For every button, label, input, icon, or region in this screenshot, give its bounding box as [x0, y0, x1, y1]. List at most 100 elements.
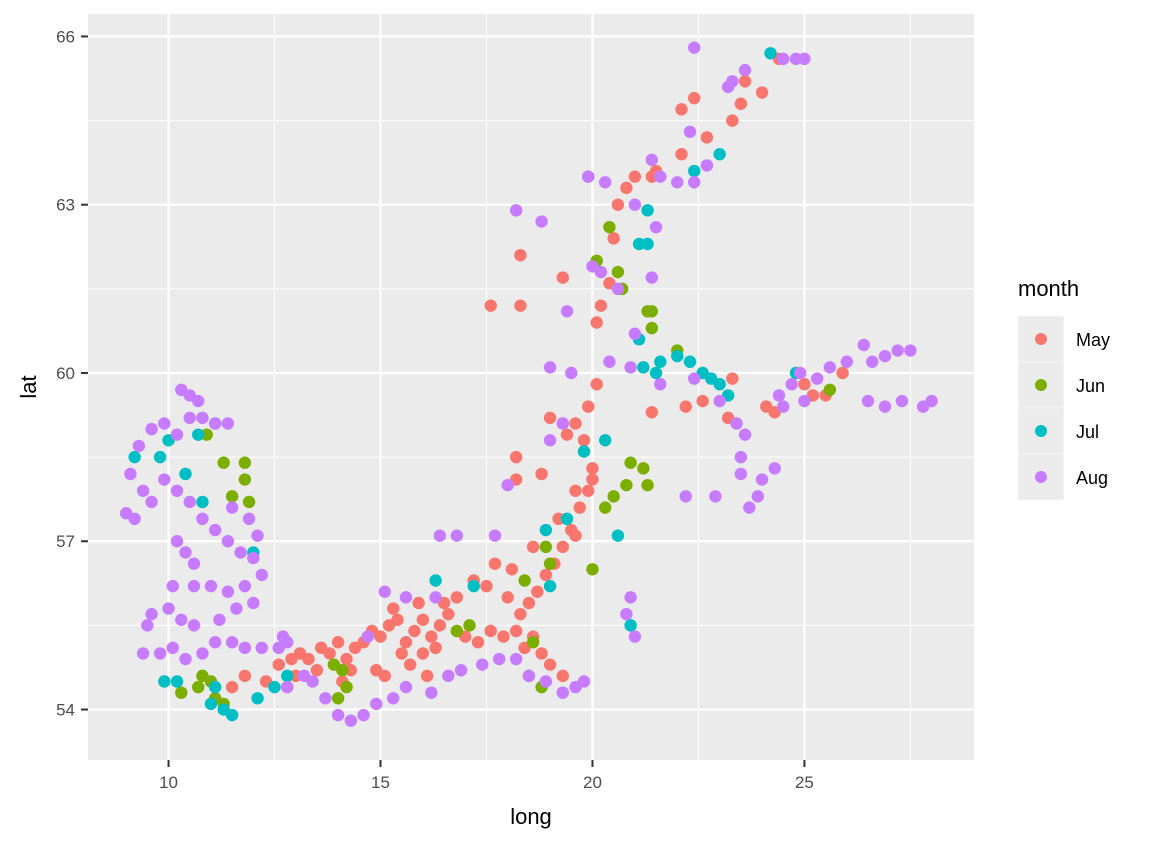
data-point	[416, 647, 430, 660]
data-point	[569, 484, 582, 497]
y-axis-title: lat	[16, 375, 41, 398]
data-point	[526, 636, 540, 649]
data-point	[539, 540, 553, 554]
data-point	[395, 647, 408, 660]
data-point	[450, 529, 464, 542]
x-tick-label: 20	[583, 773, 602, 792]
data-point	[488, 557, 502, 570]
data-point	[514, 299, 527, 312]
data-point	[645, 321, 659, 335]
data-point	[331, 708, 345, 722]
data-point	[158, 675, 171, 688]
legend-item-may: May	[1017, 315, 1110, 363]
data-point	[208, 523, 222, 537]
data-point	[153, 450, 167, 464]
data-point	[628, 630, 642, 643]
data-point	[238, 669, 252, 683]
data-point	[416, 613, 430, 626]
y-tick-label: 60	[56, 364, 75, 383]
data-point	[251, 529, 264, 542]
data-point	[509, 624, 523, 638]
data-point	[713, 377, 726, 391]
data-point	[688, 176, 701, 189]
data-point	[450, 624, 464, 638]
data-point	[412, 596, 425, 610]
data-point	[442, 607, 455, 621]
data-point	[387, 602, 400, 615]
data-point	[433, 619, 447, 632]
data-point	[709, 490, 722, 503]
data-point	[145, 422, 158, 436]
y-axis: 54 57 60 63 66	[56, 27, 88, 720]
data-point	[683, 125, 697, 138]
data-point	[187, 557, 201, 570]
data-point	[861, 394, 875, 408]
data-point	[170, 484, 184, 497]
data-point	[192, 428, 205, 441]
data-point	[654, 170, 667, 183]
x-tick-label: 10	[159, 773, 178, 792]
data-point	[590, 377, 603, 391]
data-point	[641, 237, 654, 251]
series-jul	[128, 47, 803, 722]
data-point	[319, 692, 332, 705]
data-point	[323, 647, 336, 660]
data-point	[654, 355, 667, 368]
data-point	[378, 669, 391, 683]
data-point	[208, 680, 222, 694]
data-point	[624, 619, 637, 632]
data-point	[543, 557, 557, 570]
data-point	[179, 546, 192, 559]
data-point	[170, 675, 184, 688]
data-point	[204, 697, 218, 711]
data-point	[586, 473, 599, 486]
data-point	[213, 613, 226, 626]
data-point	[387, 692, 400, 705]
data-point	[247, 596, 260, 610]
data-point	[777, 400, 790, 413]
legend-dot-icon	[1035, 333, 1047, 345]
data-point	[543, 579, 557, 593]
data-point	[526, 540, 540, 554]
data-point	[408, 624, 421, 638]
data-point	[611, 282, 625, 296]
data-point	[645, 153, 659, 167]
data-point	[242, 495, 256, 509]
data-point	[738, 75, 752, 88]
data-point	[340, 652, 353, 666]
data-point	[450, 591, 464, 604]
data-point	[238, 473, 252, 486]
data-point	[539, 675, 553, 688]
data-point	[344, 664, 358, 677]
data-point	[598, 176, 612, 189]
data-point	[840, 355, 854, 368]
data-point	[136, 484, 150, 497]
data-point	[128, 450, 141, 464]
data-point	[768, 462, 781, 475]
data-point	[505, 563, 519, 576]
data-point	[700, 159, 714, 172]
legend-item-aug: Aug	[1017, 453, 1108, 501]
data-point	[208, 417, 222, 430]
data-point	[730, 417, 743, 430]
data-point	[281, 680, 294, 694]
data-point	[175, 613, 188, 626]
series-aug	[119, 41, 938, 727]
data-point	[221, 535, 235, 548]
data-point	[675, 103, 688, 116]
data-point	[645, 271, 659, 284]
data-point	[306, 675, 319, 688]
data-point	[310, 664, 324, 677]
data-point	[327, 658, 341, 671]
legend-dot-icon	[1035, 425, 1047, 437]
data-point	[594, 299, 608, 312]
data-point	[192, 394, 205, 408]
data-point	[560, 305, 574, 318]
data-point	[153, 647, 167, 660]
data-point	[179, 652, 192, 666]
data-point	[543, 361, 557, 374]
data-point	[238, 579, 252, 593]
data-point	[420, 669, 434, 683]
data-point	[518, 574, 531, 587]
data-point	[777, 52, 790, 66]
